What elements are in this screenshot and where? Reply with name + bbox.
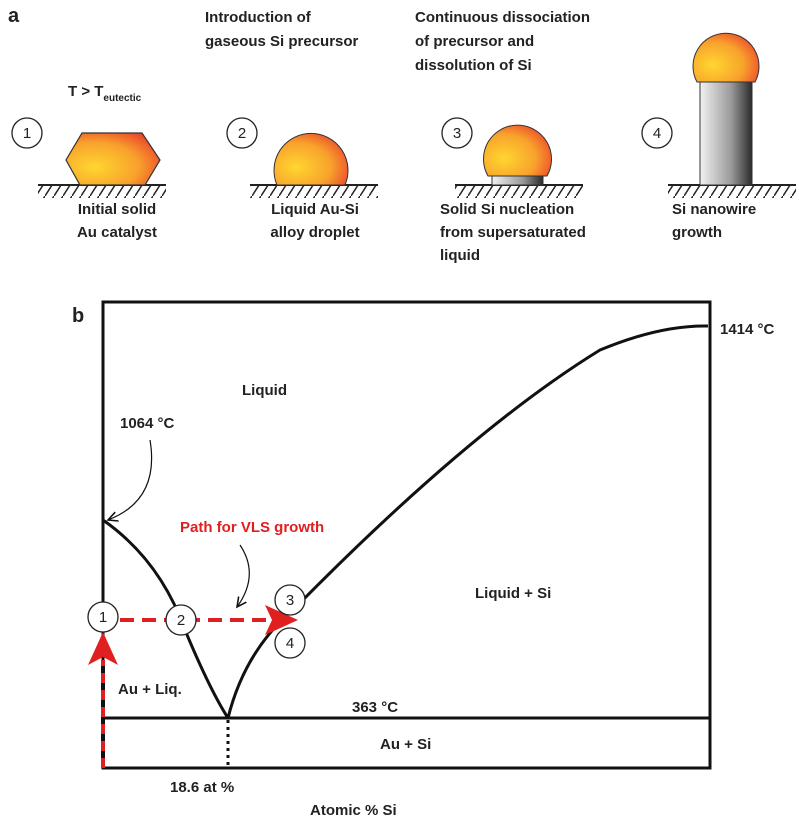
step-caption: Au catalyst: [77, 224, 157, 241]
eutectic-composition: 18.6 at %: [170, 779, 234, 796]
step-caption: Si nanowire: [672, 201, 756, 218]
step-caption: Solid Si nucleation: [440, 201, 574, 218]
droplet: [693, 33, 759, 82]
callout-arrow: [237, 545, 249, 607]
si-melting: 1414 °C: [720, 321, 775, 338]
step-heading: Continuous dissociation: [415, 9, 590, 26]
droplet: [484, 125, 552, 176]
substrate-hatch: [455, 185, 583, 198]
point-number: 4: [286, 635, 294, 652]
condition: T > Teutectic: [68, 83, 142, 104]
panel-label: a: [8, 5, 20, 27]
callout-arrow: [108, 440, 152, 520]
step-caption: from supersaturated: [440, 224, 586, 241]
substrates: [38, 185, 796, 198]
step-number: 2: [238, 125, 246, 142]
step-number: 3: [453, 125, 461, 142]
step-heading: gaseous Si precursor: [205, 33, 359, 50]
substrate-hatch: [250, 185, 378, 198]
si-nucleus: [492, 176, 543, 185]
x-axis-label: Atomic % Si: [310, 802, 397, 819]
step-heading: of precursor and: [415, 33, 534, 50]
step-heading: dissolution of Si: [415, 57, 532, 74]
path-label: Path for VLS growth: [180, 519, 324, 536]
substrate-hatch: [668, 185, 796, 198]
step-number: 4: [653, 125, 661, 142]
step-caption: Initial solid: [78, 201, 156, 218]
eutectic-temperature: 363 °C: [352, 699, 398, 716]
nanowire: [700, 80, 752, 185]
au-melting: 1064 °C: [120, 415, 175, 432]
step-caption: liquid: [440, 247, 480, 264]
region-label: Au + Si: [380, 736, 431, 753]
condition-main: T > T: [68, 83, 103, 100]
point-number: 3: [286, 592, 294, 609]
droplet: [274, 133, 348, 185]
substrate-hatch: [38, 185, 166, 198]
step-caption: Liquid Au-Si: [271, 201, 359, 218]
condition-subscript: eutectic: [103, 93, 141, 104]
region-label: Liquid + Si: [475, 585, 551, 602]
step-heading: Introduction of: [205, 9, 312, 26]
au-catalyst: [66, 133, 160, 185]
region-label: Au + Liq.: [118, 681, 182, 698]
point-number: 2: [177, 612, 185, 629]
step-caption: growth: [672, 224, 722, 241]
step-caption: alloy droplet: [270, 224, 359, 241]
region-label: Liquid: [242, 382, 287, 399]
figure: a T > Teutectic Introduction of gaseous …: [0, 0, 799, 819]
step-number: 1: [23, 125, 31, 142]
point-number: 1: [99, 609, 107, 626]
panel-label: b: [72, 305, 84, 327]
